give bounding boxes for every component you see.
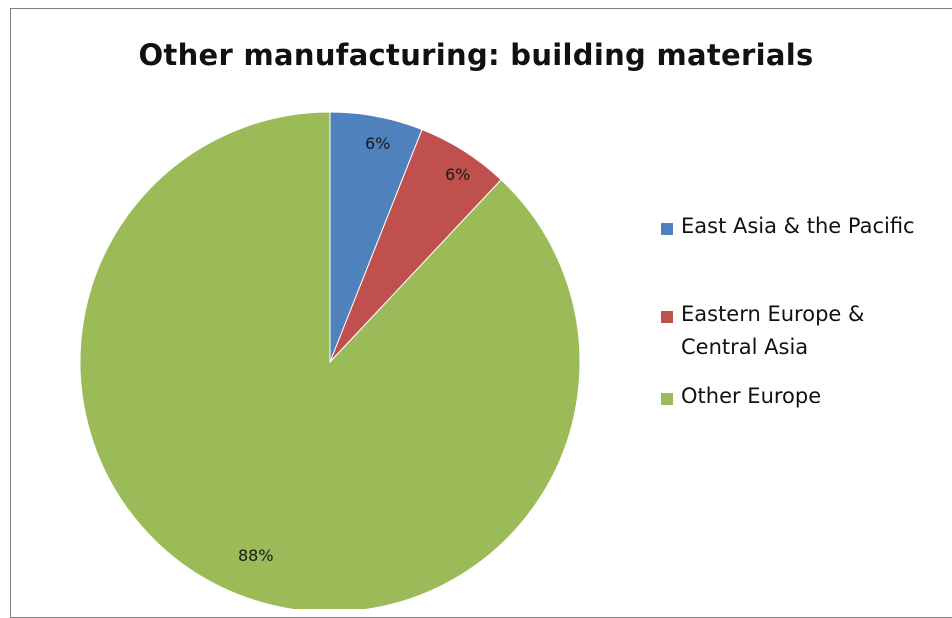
legend-swatch xyxy=(661,223,673,235)
legend-item-east-asia: East Asia & the Pacific xyxy=(661,214,915,243)
slice-data-label: 88% xyxy=(238,546,274,565)
legend-item-other-europe: Other Europe xyxy=(661,384,821,413)
chart-title: Other manufacturing: building materials xyxy=(138,38,814,72)
legend-swatch xyxy=(661,311,673,323)
legend-label: Other Europe xyxy=(681,384,822,408)
slice-data-label: 6% xyxy=(445,165,470,184)
legend-label: Eastern Europe & Central Asia xyxy=(681,302,865,359)
legend-swatch xyxy=(661,393,673,405)
legend-label: East Asia & the Pacific xyxy=(681,214,915,238)
legend-item-eastern-europe: Eastern Europe & Central Asia xyxy=(661,302,871,364)
pie-slice xyxy=(79,111,581,609)
slice-data-label: 6% xyxy=(365,134,390,153)
